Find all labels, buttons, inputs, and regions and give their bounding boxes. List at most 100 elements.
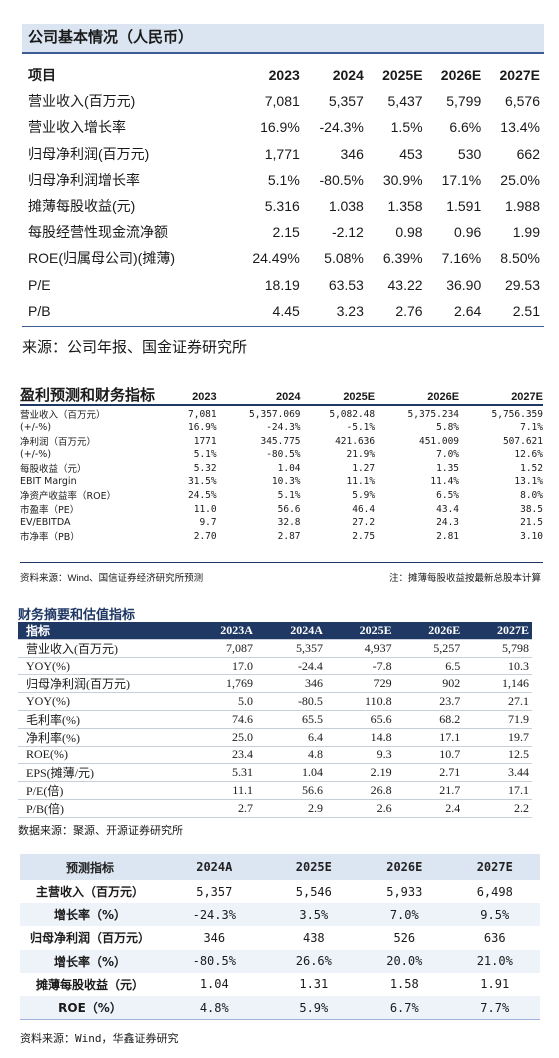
header-label-cell: 预测指标 (20, 854, 160, 880)
value-cell: 1,146 (463, 674, 532, 694)
value-cell: 5,357.069 (249, 408, 301, 420)
value-cell: 36.90 (446, 276, 482, 293)
value-cell: 5,756.359 (491, 408, 543, 420)
value-cell: 6.7% (359, 995, 450, 1020)
value-cell: -2.12 (331, 224, 364, 241)
section-title: 财务摘要和估值指标 (18, 607, 136, 622)
table-row: EPS(摊薄/元) 5.31 1.04 2.19 2.71 3.44 (18, 763, 532, 782)
table-row: 市盈率（PE） 11.0 56.6 46.4 43.4 38.5 (20, 502, 543, 517)
value-cell: 5.31 (186, 763, 256, 782)
header-rule (20, 404, 543, 406)
value-cell: 5,082.48 (329, 408, 376, 420)
value-cell: 7,081 (264, 93, 300, 110)
value-cell: 26.8 (325, 781, 395, 800)
title-underline (22, 52, 544, 54)
year-header-cell: 2025E (382, 67, 423, 84)
value-cell: 21.0% (449, 949, 540, 973)
value-cell: 25.0 (186, 728, 256, 747)
value-cell: -80.5% (319, 171, 364, 188)
value-cell: 5.1% (193, 449, 217, 461)
row-label-cell: YOY(%) (18, 657, 186, 676)
table-row: 归母净利润增长率 5.1% -80.5% 30.9% 17.1% 25.0% (22, 167, 542, 193)
year-header-cell: 2026E (427, 391, 460, 403)
row-label-cell: EPS(摊薄/元) (18, 763, 186, 782)
table-bottom-rule (22, 326, 544, 327)
source-note: 数据来源：聚源、开源证券研究所 (18, 824, 183, 837)
table-row: 营业收入(百万元) 7,081 5,357 5,437 5,799 6,576 (22, 88, 542, 114)
row-label-cell: P/B (28, 302, 51, 319)
value-cell: 4.8% (160, 995, 269, 1020)
value-cell: 5,437 (387, 93, 423, 110)
table-row: 毛利率(%) 74.6 65.5 65.6 68.2 71.9 (18, 710, 532, 729)
financial-summary-section: 财务摘要和估值指标 指标 2023A 2024A 2025E 2026E 2027E 营业收… (0, 598, 559, 843)
value-cell: 7.1% (520, 422, 543, 434)
row-label-cell: 营业收入（百万元） (20, 410, 106, 421)
value-cell: 56.6 (277, 503, 301, 515)
value-cell: -24.3% (266, 422, 301, 434)
table-row: YOY(%) 17.0 -24.4 -7.8 6.5 10.3 (18, 657, 532, 676)
value-cell: 21.9% (346, 449, 376, 461)
year-header-cell: 2027E (463, 622, 532, 640)
value-cell: 6.39% (382, 250, 423, 267)
table-row: YOY(%) 5.0 -80.5 110.8 23.7 27.1 (18, 692, 532, 711)
value-cell: 4.8 (255, 746, 326, 764)
row-label-cell: P/E (28, 276, 51, 293)
value-cell: 5.9% (352, 489, 376, 501)
table-row: 净利润（百万元） 1771 345.775 421.636 451.009 507.621 (20, 434, 543, 449)
value-cell: 30.9% (382, 171, 423, 188)
value-cell: 7,081 (188, 408, 217, 420)
value-cell: 7.0% (359, 903, 450, 927)
value-cell: 2.4 (394, 799, 464, 818)
table-row: 归母净利润(百万元) 1,769 346 729 902 1,146 (18, 674, 532, 694)
value-cell: 1.35 (436, 462, 460, 474)
value-cell: 5,799 (446, 93, 482, 110)
table-row: 增长率（%） -80.5% 26.6% 20.0% 21.0% (20, 949, 540, 973)
table-row: 营业收入(百万元) 7,087 5,357 4,937 5,257 5,798 (18, 639, 532, 658)
value-cell: 5.1% (267, 171, 300, 188)
row-label-cell: P/B(倍) (18, 799, 186, 818)
value-cell: 21.7 (394, 781, 464, 800)
value-cell: 346 (340, 145, 364, 162)
value-cell: 20.0% (359, 949, 450, 973)
value-cell: 4.45 (272, 302, 300, 319)
value-cell: 12.5 (463, 746, 532, 764)
value-cell: 2.51 (512, 302, 540, 319)
value-cell: 4,937 (325, 639, 395, 658)
value-cell: 13.4% (500, 119, 540, 136)
row-label-cell: 归母净利润(百万元) (28, 145, 150, 162)
year-header-cell: 2025E (268, 854, 360, 880)
value-cell: 5,375.234 (407, 408, 460, 420)
value-cell: 729 (325, 674, 395, 694)
row-label-cell: (+/-%) (20, 449, 52, 461)
row-label-cell: 归母净利润增长率 (28, 171, 140, 188)
financial-summary-table: 指标 2023A 2024A 2025E 2026E 2027E 营业收入(百万元) 7,08… (18, 622, 532, 818)
table-row: 摊薄每股收益（元） 1.04 1.31 1.58 1.91 (20, 973, 540, 996)
year-header-cell: 2026E (440, 67, 482, 84)
value-cell: 1.04 (277, 462, 301, 474)
year-header-cell: 2024A (255, 622, 326, 640)
value-cell: 24.5% (188, 489, 217, 501)
year-header-cell: 2024A (160, 854, 269, 880)
year-header-cell: 2023A (186, 622, 256, 640)
value-cell: 1.04 (199, 977, 229, 992)
row-label-cell: 营业收入(百万元) (28, 93, 136, 110)
year-header-cell: 2026E (394, 622, 464, 640)
value-cell: -80.5 (255, 692, 326, 711)
value-cell: 21.5 (520, 517, 543, 529)
value-cell: 38.5 (520, 503, 543, 515)
value-cell: 56.6 (255, 781, 326, 800)
table-row: 每股经营性现金流净额 2.15 -2.12 0.98 0.96 1.99 (22, 219, 542, 245)
table-row: 净资产收益率（ROE） 24.5% 5.1% 5.9% 6.5% 8.0% (20, 488, 543, 503)
source-note: 来源：公司年报、国金证券研究所 (22, 339, 248, 356)
value-cell: 68.2 (394, 710, 464, 729)
value-cell: 5,933 (386, 884, 423, 899)
value-cell: 6.4 (255, 728, 326, 747)
table-row: (+/-%) 16.9% -24.3% -5.1% 5.8% 7.1% (20, 421, 543, 434)
table-bottom-rule (20, 562, 543, 563)
value-cell: 2.70 (193, 530, 217, 542)
value-cell: 110.8 (325, 692, 395, 711)
table-row: P/B(倍) 2.7 2.9 2.6 2.4 2.2 (18, 799, 532, 818)
value-cell: 0.96 (454, 224, 482, 241)
value-cell: 18.19 (264, 276, 300, 293)
table-row: EV/EBITDA 9.7 32.8 27.2 24.3 21.5 (20, 516, 543, 529)
